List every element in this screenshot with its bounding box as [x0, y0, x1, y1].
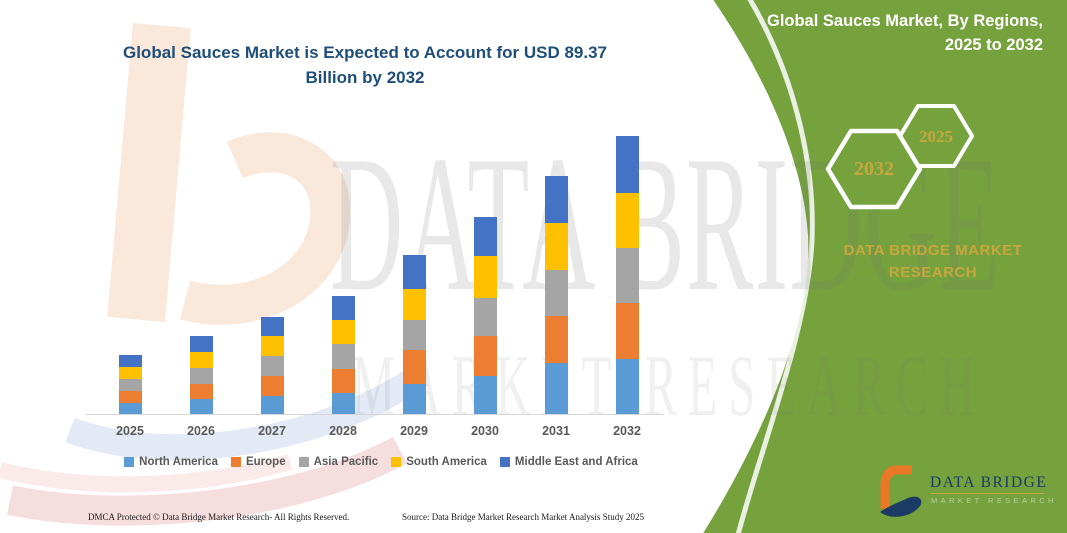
bar-segment-2026-south-america — [189, 351, 213, 368]
bar-segment-2027-europe — [260, 376, 284, 396]
watermark-b-bowl — [179, 132, 351, 325]
legend-item-middle-east-and-africa: Middle East and Africa — [499, 456, 638, 468]
bar-segment-2027-asia-pacific — [260, 356, 284, 377]
stacked-bar-2025 — [118, 354, 142, 415]
legend-label: South America — [406, 456, 487, 468]
bar-segment-2027-north-america — [260, 396, 284, 415]
legend-item-europe: Europe — [230, 456, 286, 468]
footer-dmca-notice: DMCA Protected © Data Bridge Market Rese… — [88, 512, 350, 522]
legend-item-north-america: North America — [124, 456, 218, 468]
legend-label: Asia Pacific — [313, 456, 379, 468]
bar-segment-2025-middle-east-and-africa — [118, 354, 142, 368]
bar-segment-2025-europe — [118, 390, 142, 403]
bar-segment-2027-middle-east-and-africa — [260, 316, 284, 337]
logo-swoosh-icon — [880, 496, 922, 517]
data-bridge-logo-icon — [880, 465, 922, 517]
hexagon-2032-label: 2032 — [854, 158, 894, 180]
bar-segment-2026-asia-pacific — [189, 367, 213, 384]
stacked-bar-2026 — [189, 335, 213, 415]
legend-label: Europe — [245, 456, 286, 468]
stacked-bar-2027 — [260, 316, 284, 415]
bar-segment-2027-south-america — [260, 336, 284, 357]
legend-item-asia-pacific: Asia Pacific — [298, 456, 379, 468]
legend-marker — [298, 457, 309, 467]
x-axis-label-2025: 2025 — [116, 424, 144, 438]
panel-title-line1: Global Sauces Market, By Regions, — [766, 12, 1043, 30]
footer-source-note: Source: Data Bridge Market Research Mark… — [402, 512, 644, 522]
x-axis-label-2026: 2026 — [187, 424, 215, 438]
watermark-text-line2: MARKET RESEARCH — [352, 338, 986, 435]
bar-segment-2025-asia-pacific — [118, 378, 142, 391]
hexagon-2025-label: 2025 — [919, 127, 953, 146]
bar-segment-2026-europe — [189, 383, 213, 400]
logo-wordmark: DATA BRIDGE — [930, 474, 1048, 491]
panel-title: Global Sauces Market, By Regions, 2025 t… — [713, 9, 1043, 57]
chart-title: Global Sauces Market is Expected to Acco… — [122, 43, 608, 87]
logo-b-stem-icon — [880, 465, 912, 509]
legend-label: Middle East and Africa — [514, 456, 638, 468]
legend-marker — [499, 457, 510, 467]
legend-marker — [124, 457, 135, 467]
logo-subtitle: MARKET RESEARCH — [931, 496, 1057, 505]
x-axis-label-2027: 2027 — [258, 424, 286, 438]
panel-title-line2: 2025 to 2032 — [944, 36, 1043, 54]
bar-segment-2026-north-america — [189, 399, 213, 415]
legend-marker — [230, 457, 241, 467]
legend-item-south-america: South America — [391, 456, 487, 468]
legend-label: North America — [139, 456, 218, 468]
legend-marker — [391, 457, 402, 467]
bar-segment-2026-middle-east-and-africa — [189, 335, 213, 352]
bar-segment-2025-south-america — [118, 367, 142, 379]
x-axis-line — [86, 414, 664, 415]
chart-legend: North America Europe Asia Pacific South Ame… — [90, 456, 672, 468]
brand-text: DATA BRIDGE MARKET RESEARCH — [843, 242, 1023, 281]
logo-divider — [931, 493, 1044, 494]
